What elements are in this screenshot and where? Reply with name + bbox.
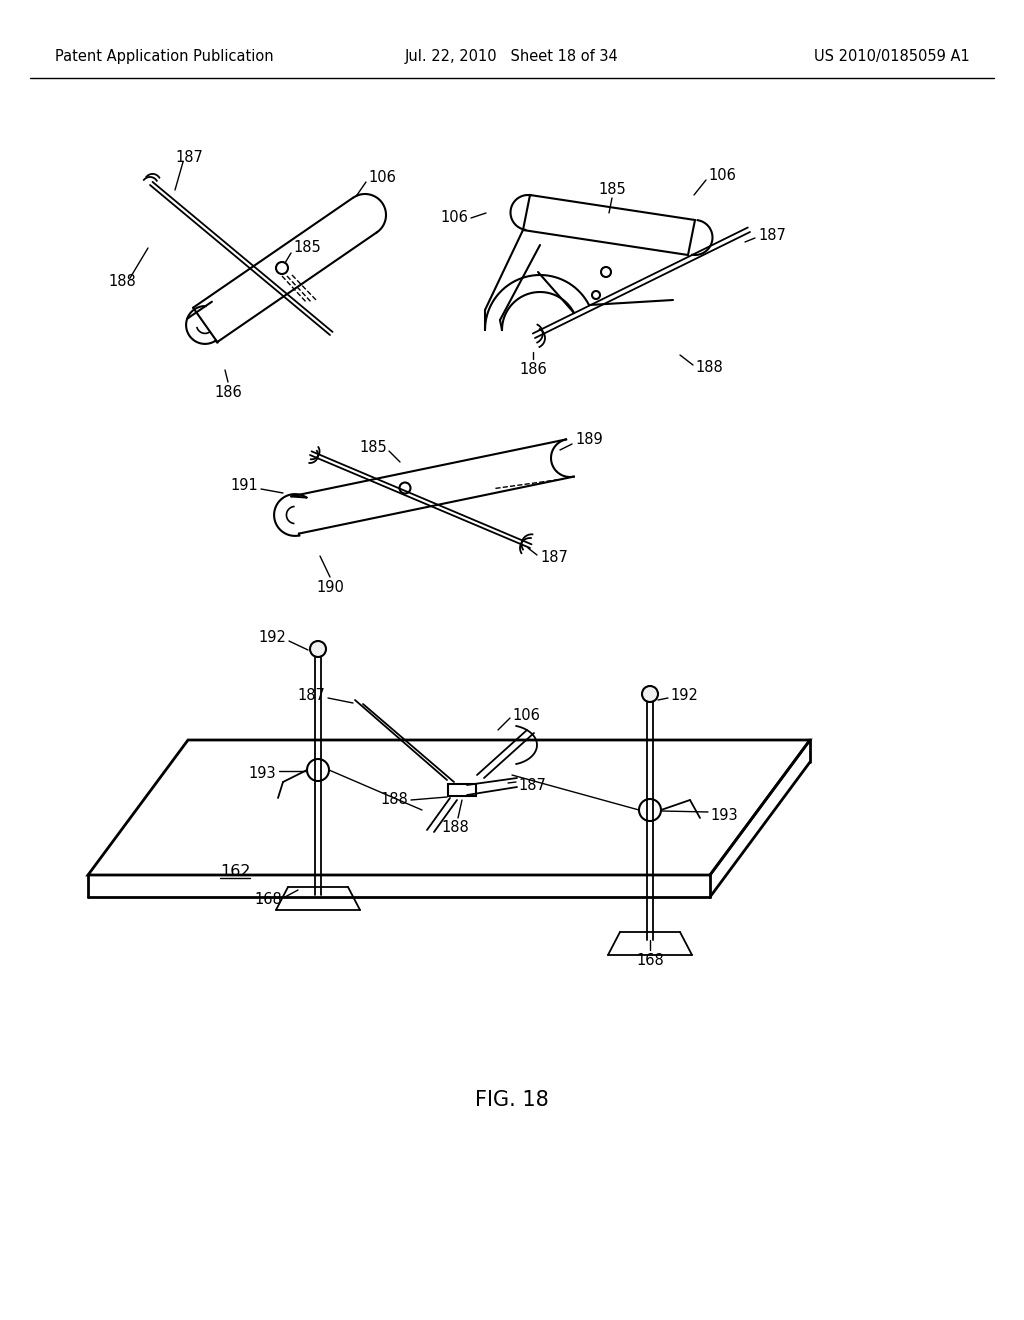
- Text: 188: 188: [108, 275, 136, 289]
- Text: 187: 187: [758, 227, 785, 243]
- Text: 106: 106: [512, 708, 540, 722]
- Text: 186: 186: [519, 362, 547, 378]
- Text: 106: 106: [440, 210, 468, 226]
- Text: 193: 193: [249, 767, 276, 781]
- Text: 188: 188: [695, 360, 723, 375]
- Text: 190: 190: [316, 579, 344, 595]
- Text: 186: 186: [214, 385, 242, 400]
- Text: Patent Application Publication: Patent Application Publication: [55, 49, 273, 65]
- Text: 187: 187: [518, 777, 546, 792]
- Text: 162: 162: [220, 865, 250, 879]
- Text: 188: 188: [441, 820, 469, 836]
- Text: FIG. 18: FIG. 18: [475, 1090, 549, 1110]
- Text: 185: 185: [293, 240, 321, 256]
- Circle shape: [642, 686, 658, 702]
- Text: Jul. 22, 2010   Sheet 18 of 34: Jul. 22, 2010 Sheet 18 of 34: [406, 49, 618, 65]
- Text: 189: 189: [575, 433, 603, 447]
- Text: 191: 191: [230, 479, 258, 494]
- Text: 168: 168: [636, 953, 664, 968]
- Text: 193: 193: [710, 808, 737, 822]
- Text: 187: 187: [297, 688, 325, 702]
- Text: 188: 188: [380, 792, 408, 808]
- Text: 187: 187: [175, 149, 203, 165]
- Text: 185: 185: [359, 441, 387, 455]
- Text: 192: 192: [670, 688, 698, 702]
- Text: 185: 185: [598, 182, 626, 198]
- Text: 106: 106: [368, 170, 396, 186]
- Circle shape: [310, 642, 326, 657]
- Text: 106: 106: [708, 168, 736, 182]
- Text: 187: 187: [540, 550, 568, 565]
- Text: 168: 168: [254, 892, 282, 908]
- Text: 192: 192: [258, 631, 286, 645]
- Text: US 2010/0185059 A1: US 2010/0185059 A1: [814, 49, 970, 65]
